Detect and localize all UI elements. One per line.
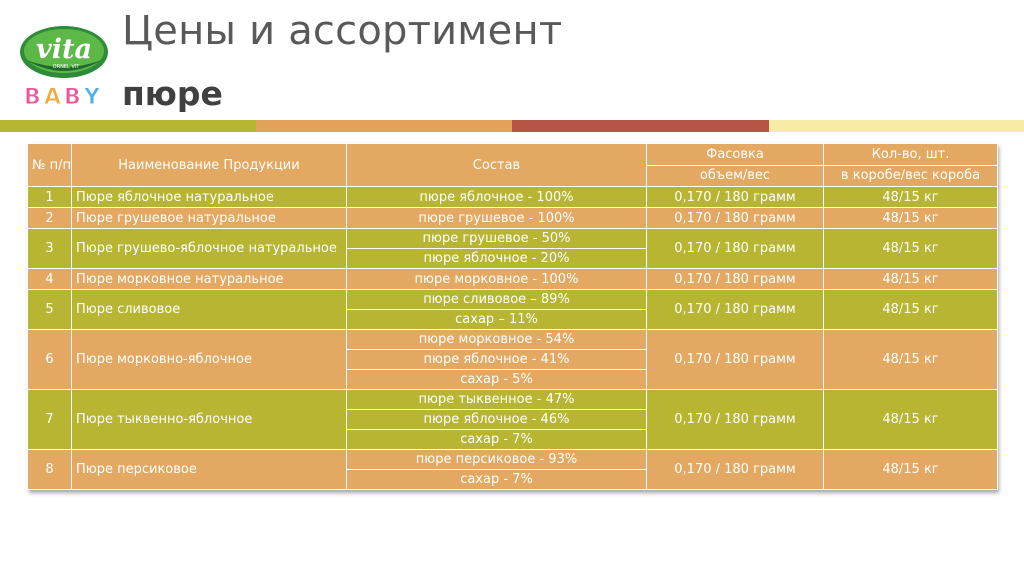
- svg-text:A: A: [44, 85, 61, 110]
- divider-stripe-pale: [769, 120, 1024, 132]
- cell-name: Пюре морковное натуральное: [71, 268, 347, 290]
- cell-num: 8: [27, 449, 72, 490]
- cell-composition: пюре морковное - 100%: [346, 268, 647, 290]
- svg-text:Y: Y: [83, 85, 101, 110]
- cell-composition: пюре яблочное - 20%: [346, 248, 647, 269]
- cell-composition: сахар - 7%: [346, 469, 647, 490]
- cell-qty: 48/15 кг: [823, 228, 998, 269]
- table-row: 1 Пюре яблочное натуральное пюре яблочно…: [27, 186, 998, 208]
- cell-qty: 48/15 кг: [823, 449, 998, 490]
- table-subrow: сахар - 7%: [28, 469, 998, 490]
- table-row: 6 Пюре морковно-яблочное пюре морковное …: [27, 329, 998, 390]
- cell-composition: пюре персиковое - 93%: [346, 449, 647, 470]
- cell-composition: пюре грушевое - 50%: [346, 228, 647, 249]
- table-subrow: сахар - 7%: [28, 429, 998, 450]
- header-qty-sub: в коробе/вес короба: [823, 164, 998, 187]
- table-row: 7 Пюре тыквенно-яблочное пюре тыквенное …: [27, 389, 998, 450]
- cell-num: 7: [27, 389, 72, 450]
- cell-qty: 48/15 кг: [823, 289, 998, 330]
- cell-packing: 0,170 / 180 грамм: [646, 186, 824, 208]
- products-table-container: № п/п Наименование Продукции Состав Фасо…: [27, 143, 998, 490]
- cell-name: Пюре тыквенно-яблочное: [71, 389, 347, 450]
- table-row: 8 Пюре персиковое пюре персиковое - 93% …: [27, 449, 998, 490]
- cell-num: 5: [27, 289, 72, 330]
- cell-composition: пюре грушевое - 100%: [346, 207, 647, 229]
- svg-text:B: B: [64, 85, 81, 110]
- cell-qty: 48/15 кг: [823, 186, 998, 208]
- table-row: 4 Пюре морковное натуральное пюре морков…: [27, 268, 998, 290]
- page-subtitle: пюре: [122, 74, 223, 113]
- header-packing-sub: объем/вес: [646, 164, 824, 187]
- cell-name: Пюре сливовое: [71, 289, 347, 330]
- header-name: Наименование Продукции: [71, 143, 347, 187]
- table-subrow: пюре яблочное - 41%: [28, 349, 998, 370]
- header-composition: Состав: [346, 143, 647, 187]
- cell-packing: 0,170 / 180 грамм: [646, 268, 824, 290]
- table-row: 2 Пюре грушевое натуральное пюре грушево…: [27, 207, 998, 229]
- cell-num: 4: [27, 268, 72, 290]
- logo-tagline-text: ORNEL VIT: [53, 64, 81, 70]
- cell-composition: пюре яблочное - 100%: [346, 186, 647, 208]
- cell-composition: пюре тыквенное - 47%: [346, 389, 647, 410]
- table-subrow: пюре яблочное - 46%: [28, 409, 998, 430]
- cell-name: Пюре грушево-яблочное натуральное: [71, 228, 347, 269]
- header-packing: Фасовка: [646, 143, 824, 166]
- products-table: № п/п Наименование Продукции Состав Фасо…: [27, 143, 998, 490]
- cell-packing: 0,170 / 180 грамм: [646, 389, 824, 450]
- cell-num: 3: [27, 228, 72, 269]
- svg-text:B: B: [24, 85, 41, 110]
- header-num: № п/п: [27, 143, 72, 187]
- table-row: 3 Пюре грушево-яблочное натуральное пюре…: [27, 228, 998, 269]
- cell-composition: сахар - 5%: [346, 369, 647, 390]
- cell-qty: 48/15 кг: [823, 207, 998, 229]
- table-subrow: пюре яблочное - 20%: [28, 248, 998, 269]
- cell-name: Пюре персиковое: [71, 449, 347, 490]
- divider-stripe-red: [512, 120, 769, 132]
- header-qty: Кол-во, шт.: [823, 143, 998, 166]
- cell-packing: 0,170 / 180 грамм: [646, 449, 824, 490]
- cell-composition: пюре морковное - 54%: [346, 329, 647, 350]
- cell-name: Пюре морковно-яблочное: [71, 329, 347, 390]
- cell-qty: 48/15 кг: [823, 268, 998, 290]
- table-row: 5 Пюре сливовое пюре сливовое – 89% 0,17…: [27, 289, 998, 330]
- cell-composition: пюре яблочное - 46%: [346, 409, 647, 430]
- cell-packing: 0,170 / 180 грамм: [646, 228, 824, 269]
- logo-brand-text: vita: [36, 34, 92, 65]
- cell-composition: сахар – 11%: [346, 309, 647, 330]
- cell-packing: 0,170 / 180 грамм: [646, 329, 824, 390]
- vita-baby-logo: vita ORNEL VIT B A B Y: [20, 26, 108, 110]
- divider-stripe-olive: [0, 120, 256, 132]
- table-subrow: сахар – 11%: [28, 309, 998, 330]
- cell-composition: сахар - 7%: [346, 429, 647, 450]
- page-title: Цены и ассортимент: [122, 8, 563, 54]
- cell-qty: 48/15 кг: [823, 329, 998, 390]
- cell-num: 2: [27, 207, 72, 229]
- cell-packing: 0,170 / 180 грамм: [646, 207, 824, 229]
- cell-name: Пюре грушевое натуральное: [71, 207, 347, 229]
- cell-qty: 48/15 кг: [823, 389, 998, 450]
- divider-stripe-orange: [256, 120, 512, 132]
- cell-composition: пюре сливовое – 89%: [346, 289, 647, 310]
- cell-packing: 0,170 / 180 грамм: [646, 289, 824, 330]
- cell-composition: пюре яблочное - 41%: [346, 349, 647, 370]
- cell-num: 1: [27, 186, 72, 208]
- cell-num: 6: [27, 329, 72, 390]
- cell-name: Пюре яблочное натуральное: [71, 186, 347, 208]
